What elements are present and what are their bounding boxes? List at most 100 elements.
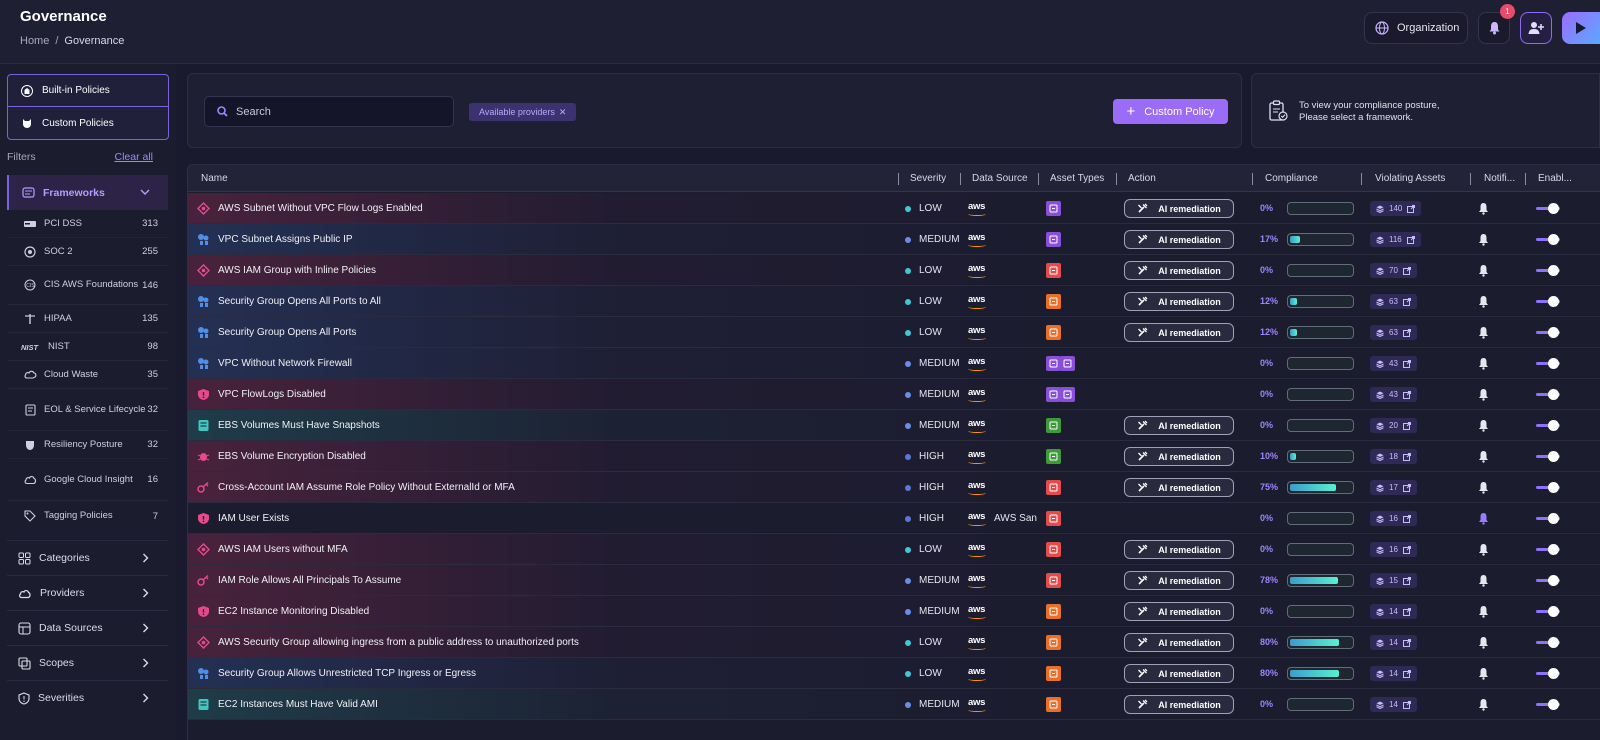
- external-link-icon[interactable]: [1407, 204, 1416, 213]
- chip-close-icon[interactable]: ✕: [558, 106, 567, 117]
- table-row[interactable]: Security Group Opens All Ports to All LOW…: [188, 286, 1600, 317]
- column-header-action[interactable]: Action: [1128, 173, 1156, 184]
- column-header-violating-assets[interactable]: Violating Assets: [1375, 173, 1446, 184]
- sidebar-section-providers[interactable]: Providers: [7, 575, 168, 610]
- table-row[interactable]: AWS Security Group allowing ingress from…: [188, 627, 1600, 658]
- external-link-icon[interactable]: [1402, 545, 1411, 554]
- table-row[interactable]: EC2 Instance Monitoring Disabled MEDIUM aw…: [188, 596, 1600, 627]
- bell-icon[interactable]: [1478, 357, 1489, 370]
- framework-item-google-cloud[interactable]: Google Cloud Insight 16: [7, 459, 168, 501]
- add-user-button[interactable]: [1520, 12, 1552, 44]
- framework-item-soc-2[interactable]: SOC 2 255: [7, 238, 168, 266]
- table-row[interactable]: Security Group Opens All Ports LOW aws AI r…: [188, 317, 1600, 348]
- column-divider[interactable]: [1116, 173, 1117, 185]
- column-divider[interactable]: [898, 173, 899, 185]
- table-row[interactable]: Security Group Allows Unrestricted TCP I…: [188, 658, 1600, 689]
- bell-icon[interactable]: [1478, 698, 1489, 711]
- ai-remediation-button[interactable]: AI remediation: [1124, 292, 1234, 311]
- violating-assets-badge[interactable]: 18: [1370, 449, 1417, 464]
- policy-name[interactable]: IAM User Exists: [218, 513, 290, 524]
- policy-name[interactable]: EC2 Instance Monitoring Disabled: [218, 606, 370, 617]
- ai-remediation-button[interactable]: AI remediation: [1124, 602, 1234, 621]
- table-row[interactable]: EC2 Instances Must Have Valid AMI MEDIUM a…: [188, 689, 1600, 720]
- bell-icon[interactable]: [1478, 605, 1489, 618]
- violating-assets-badge[interactable]: 16: [1370, 542, 1417, 557]
- table-row[interactable]: VPC Subnet Assigns Public IP MEDIUM aws AI …: [188, 224, 1600, 255]
- available-providers-chip[interactable]: Available providers ✕: [469, 103, 577, 121]
- policy-name[interactable]: IAM Role Allows All Principals To Assume: [218, 575, 402, 586]
- policy-name[interactable]: AWS IAM Users without MFA: [218, 544, 348, 555]
- policy-name[interactable]: Cross-Account IAM Assume Role Policy Wit…: [218, 482, 515, 493]
- table-row[interactable]: EBS Volumes Must Have Snapshots MEDIUM aws…: [188, 410, 1600, 441]
- ai-remediation-button[interactable]: AI remediation: [1124, 261, 1234, 280]
- bell-icon[interactable]: [1478, 202, 1489, 215]
- violating-assets-badge[interactable]: 14: [1370, 604, 1417, 619]
- custom-policy-button[interactable]: + Custom Policy: [1113, 99, 1228, 124]
- column-header-asset-types[interactable]: Asset Types: [1050, 173, 1105, 184]
- column-header-severity[interactable]: Severity: [910, 173, 947, 184]
- ai-remediation-button[interactable]: AI remediation: [1124, 323, 1234, 342]
- ai-remediation-button[interactable]: AI remediation: [1124, 416, 1234, 435]
- violating-assets-badge[interactable]: 140: [1370, 201, 1422, 216]
- external-link-icon[interactable]: [1402, 452, 1411, 461]
- violating-assets-badge[interactable]: 17: [1370, 480, 1417, 495]
- framework-item-cis-aws[interactable]: CIS CIS AWS Foundations 146: [7, 266, 168, 305]
- column-divider[interactable]: [1038, 173, 1039, 185]
- enable-toggle[interactable]: [1536, 358, 1560, 369]
- bell-icon[interactable]: [1478, 264, 1489, 277]
- enable-toggle[interactable]: [1536, 637, 1560, 648]
- external-link-icon[interactable]: [1402, 297, 1411, 306]
- enable-toggle[interactable]: [1536, 575, 1560, 586]
- table-row[interactable]: AWS IAM Group with Inline Policies LOW aws…: [188, 255, 1600, 286]
- violating-assets-badge[interactable]: 116: [1370, 232, 1421, 247]
- enable-toggle[interactable]: [1536, 451, 1560, 462]
- enable-toggle[interactable]: [1536, 699, 1560, 710]
- external-link-icon[interactable]: [1402, 700, 1411, 709]
- table-row[interactable]: IAM User Exists HIGH aws AWS San 0% 16: [188, 503, 1600, 534]
- bell-icon[interactable]: [1478, 543, 1489, 556]
- ai-remediation-button[interactable]: AI remediation: [1124, 230, 1234, 249]
- column-header-enabled[interactable]: Enabl...: [1538, 173, 1572, 184]
- policy-name[interactable]: VPC Without Network Firewall: [218, 358, 352, 369]
- violating-assets-badge[interactable]: 15: [1370, 573, 1417, 588]
- enable-toggle[interactable]: [1536, 606, 1560, 617]
- external-link-icon[interactable]: [1402, 576, 1411, 585]
- policy-name[interactable]: Security Group Allows Unrestricted TCP I…: [218, 668, 477, 679]
- column-header-compliance[interactable]: Compliance: [1265, 173, 1318, 184]
- ai-remediation-button[interactable]: AI remediation: [1124, 664, 1234, 683]
- bell-icon[interactable]: [1478, 481, 1489, 494]
- bell-icon[interactable]: [1478, 450, 1489, 463]
- enable-toggle[interactable]: [1536, 234, 1560, 245]
- external-link-icon[interactable]: [1406, 235, 1415, 244]
- sidebar-section-severities[interactable]: Severities: [7, 680, 168, 715]
- frameworks-section-header[interactable]: Frameworks: [7, 175, 168, 210]
- sidebar-section-scopes[interactable]: Scopes: [7, 645, 168, 680]
- tab-custom-policies[interactable]: Custom Policies: [8, 107, 168, 139]
- column-header-notifications[interactable]: Notifi...: [1484, 173, 1516, 184]
- external-link-icon[interactable]: [1402, 390, 1411, 399]
- sidebar-section-categories[interactable]: Categories: [7, 540, 168, 575]
- tab-built-in-policies[interactable]: Built-in Policies: [8, 75, 168, 107]
- policy-name[interactable]: AWS IAM Group with Inline Policies: [218, 265, 377, 276]
- violating-assets-badge[interactable]: 70: [1370, 263, 1417, 278]
- violating-assets-badge[interactable]: 43: [1370, 356, 1417, 371]
- column-divider[interactable]: [1252, 173, 1253, 185]
- enable-toggle[interactable]: [1536, 513, 1560, 524]
- bell-icon[interactable]: [1478, 512, 1489, 525]
- violating-assets-badge[interactable]: 14: [1370, 666, 1417, 681]
- column-divider[interactable]: [1470, 173, 1471, 185]
- breadcrumb-home[interactable]: Home: [20, 35, 50, 47]
- table-row[interactable]: VPC FlowLogs Disabled MEDIUM aws 0% 43: [188, 379, 1600, 410]
- policy-name[interactable]: AWS Subnet Without VPC Flow Logs Enabled: [218, 203, 423, 214]
- table-row[interactable]: IAM Role Allows All Principals To Assume…: [188, 565, 1600, 596]
- bell-icon[interactable]: [1478, 636, 1489, 649]
- search-box[interactable]: [204, 96, 454, 127]
- column-header-data-source[interactable]: Data Source: [972, 173, 1028, 184]
- bell-icon[interactable]: [1478, 295, 1489, 308]
- bell-icon[interactable]: [1478, 388, 1489, 401]
- enable-toggle[interactable]: [1536, 265, 1560, 276]
- table-row[interactable]: EBS Volume Encryption Disabled HIGH aws AI …: [188, 441, 1600, 472]
- policy-name[interactable]: EC2 Instances Must Have Valid AMI: [218, 699, 378, 710]
- external-link-icon[interactable]: [1402, 483, 1411, 492]
- external-link-icon[interactable]: [1402, 421, 1411, 430]
